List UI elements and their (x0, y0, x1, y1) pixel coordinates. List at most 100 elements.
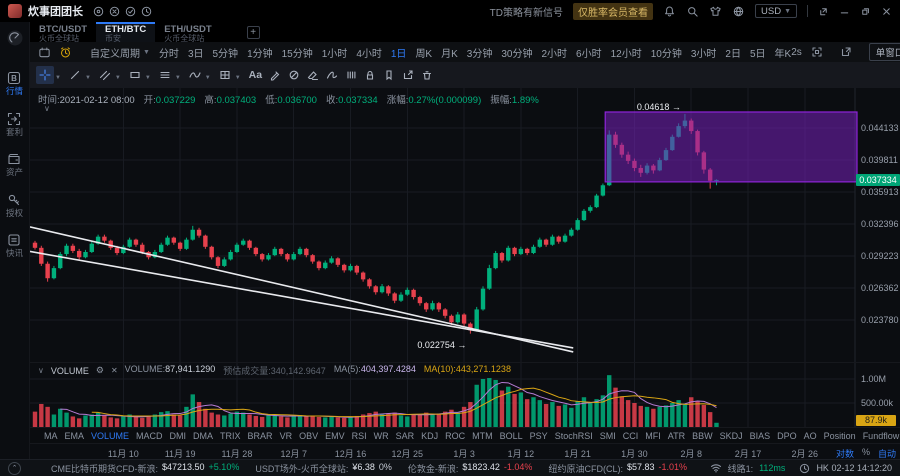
indicator-tab-position[interactable]: Position (823, 430, 856, 441)
symbol-tab[interactable]: ETH/USDT 火币全球站 (155, 22, 221, 42)
indicator-tab-bias[interactable]: BIAS (749, 430, 771, 441)
indicator-tab-dpo[interactable]: DPO (777, 430, 797, 441)
refresh-interval[interactable]: 2s (791, 46, 802, 58)
indicator-tab-stochrsi[interactable]: StochRSI (554, 430, 593, 441)
signature-pen-tool-icon[interactable] (323, 66, 341, 84)
indicator-tab-wr[interactable]: WR (373, 430, 389, 441)
chevron-down-icon[interactable]: ▼ (144, 75, 151, 81)
sidebar-item-market[interactable]: B 行情 (6, 71, 23, 96)
indicator-tab-atr[interactable]: ATR (667, 430, 686, 441)
close-icon[interactable] (881, 6, 892, 17)
indicator-tab-volume[interactable]: VOLUME (91, 430, 130, 441)
rectangle-tool-icon[interactable] (126, 66, 144, 84)
globe-language-icon[interactable] (732, 5, 745, 18)
fullscreen-icon[interactable] (811, 46, 823, 58)
symbol-tab[interactable]: BTC/USDT 火币全球站 (30, 22, 96, 42)
indicator-tab-roc[interactable]: ROC (445, 430, 466, 441)
timeframe-item[interactable]: 6小时 (576, 48, 602, 60)
indicator-tab-ema[interactable]: EMA (64, 430, 85, 441)
indicator-tab-rsi[interactable]: RSI (351, 430, 367, 441)
indicator-tab-sar[interactable]: SAR (395, 430, 415, 441)
auto-scale-toggle[interactable]: 自动 (877, 449, 896, 459)
candlestick-chart[interactable]: 0.04618 → 0.022754 → (30, 88, 900, 362)
indicator-tab-smi[interactable]: SMI (599, 430, 616, 441)
restore-window-icon[interactable] (860, 6, 871, 17)
window-layout-select[interactable]: 单窗口▼ (868, 43, 900, 61)
custom-period-dropdown[interactable]: 自定义周期 ▼ (90, 48, 150, 60)
indicator-tab-emv[interactable]: EMV (325, 430, 345, 441)
indicator-tab-cci[interactable]: CCI (622, 430, 639, 441)
brush-tool-icon[interactable] (266, 66, 284, 84)
lock-tool-icon[interactable] (361, 66, 379, 84)
indicator-tab-brar[interactable]: BRAR (247, 430, 273, 441)
indicator-tab-skdj[interactable]: SKDJ (719, 430, 743, 441)
collapse-pane-icon[interactable]: ∨ (44, 104, 50, 113)
new-window-icon[interactable] (840, 46, 852, 58)
timeframe-item[interactable]: 1分钟 (247, 48, 273, 60)
indicator-tab-obv[interactable]: OBV (299, 430, 319, 441)
bookmark-tool-icon[interactable] (380, 66, 398, 84)
horizontal-lines-tool-icon[interactable] (156, 66, 174, 84)
calendar-icon[interactable] (38, 46, 51, 59)
timeframe-item[interactable]: 2小时 (541, 48, 568, 60)
eraser-tool-icon[interactable] (304, 66, 322, 84)
indicator-tab-ao[interactable]: AO (803, 430, 817, 441)
add-tab-button[interactable]: + (246, 25, 260, 39)
sidebar-item-assets[interactable]: 资产 (6, 152, 23, 177)
chevron-down-icon[interactable]: ▼ (55, 75, 61, 81)
chevron-down-icon[interactable]: ▼ (114, 75, 121, 81)
log-scale-toggle[interactable]: 对数 (835, 449, 854, 459)
timeframe-item[interactable]: 4小时 (356, 48, 382, 60)
parallel-channel-tool-icon[interactable] (96, 66, 114, 84)
timeframe-item[interactable]: 周K (415, 48, 433, 60)
sidebar-item-authorize[interactable]: 授权 (6, 193, 23, 218)
timeframe-item[interactable]: 月K (441, 48, 458, 60)
chart-canvas[interactable]: 0.04618 → 0.022754 → 时间:2021-02-12 08:00 开… (30, 88, 900, 362)
chevron-down-icon[interactable]: ▼ (174, 75, 181, 81)
chevron-down-icon[interactable]: ▼ (234, 75, 241, 81)
indicator-tab-mtm[interactable]: MTM (472, 430, 493, 441)
indicator-tab-fundflow[interactable]: Fundflow (862, 430, 900, 441)
timeframe-item[interactable]: 年K (774, 48, 792, 60)
trash-icon[interactable] (418, 66, 436, 84)
indicator-tab-kdj[interactable]: KDJ (421, 430, 439, 441)
collapse-volume-icon[interactable]: ∨ (38, 366, 44, 375)
indicator-tab-bbw[interactable]: BBW (692, 430, 713, 441)
currency-select[interactable]: USD ▼ (755, 4, 797, 18)
indicator-tab-ma[interactable]: MA (44, 430, 58, 441)
search-icon[interactable] (686, 5, 699, 18)
trendline-tool-icon[interactable] (66, 66, 84, 84)
text-tool-icon[interactable]: Aa (248, 69, 263, 81)
timeframe-item[interactable]: 12小时 (610, 48, 642, 60)
timeframe-item[interactable]: 3小时 (690, 48, 717, 60)
indicator-tab-dmi[interactable]: DMI (169, 430, 187, 441)
wave-tool-icon[interactable] (186, 66, 204, 84)
volume-chart[interactable] (30, 363, 900, 427)
notification-bell-icon[interactable] (663, 5, 676, 18)
popout-window-icon[interactable] (818, 6, 829, 17)
timeframe-item[interactable]: 1日 (390, 48, 407, 60)
indicator-tab-dma[interactable]: DMA (193, 430, 214, 441)
timeframe-item[interactable]: 10分钟 (650, 48, 682, 60)
chevron-down-icon[interactable]: ▼ (204, 75, 211, 81)
timeframe-item[interactable]: 3分钟 (466, 48, 493, 60)
sidebar-item-arbitrage[interactable]: 套利 (6, 112, 23, 137)
volume-settings-icon[interactable]: ⚙ (95, 365, 104, 375)
sidebar-item-news[interactable]: 快讯 (6, 233, 23, 258)
percent-scale-toggle[interactable]: % (861, 447, 870, 457)
pattern-lines-tool-icon[interactable] (342, 66, 360, 84)
timeframe-item[interactable]: 5分钟 (212, 48, 239, 60)
timeframe-item[interactable]: 3日 (187, 48, 204, 60)
volume-close-icon[interactable]: ✕ (110, 366, 118, 375)
screenshot-export-icon[interactable] (399, 66, 417, 84)
volume-pane[interactable]: ∨ VOLUME ⚙ ✕ VOLUME:87,941.1290 预估成交量:340… (30, 362, 900, 427)
timeframe-item[interactable]: 1小时 (321, 48, 348, 60)
indicator-tab-boll[interactable]: BOLL (499, 430, 523, 441)
chevron-down-icon[interactable]: ▼ (84, 75, 91, 81)
indicator-tab-psy[interactable]: PSY (529, 430, 548, 441)
user-avatar[interactable] (8, 4, 22, 18)
indicator-tab-mfi[interactable]: MFI (645, 430, 661, 441)
jersey-icon[interactable] (709, 5, 722, 18)
timeframe-item[interactable]: 5日 (749, 48, 766, 60)
expand-status-icon[interactable]: ⌃ (8, 461, 21, 475)
